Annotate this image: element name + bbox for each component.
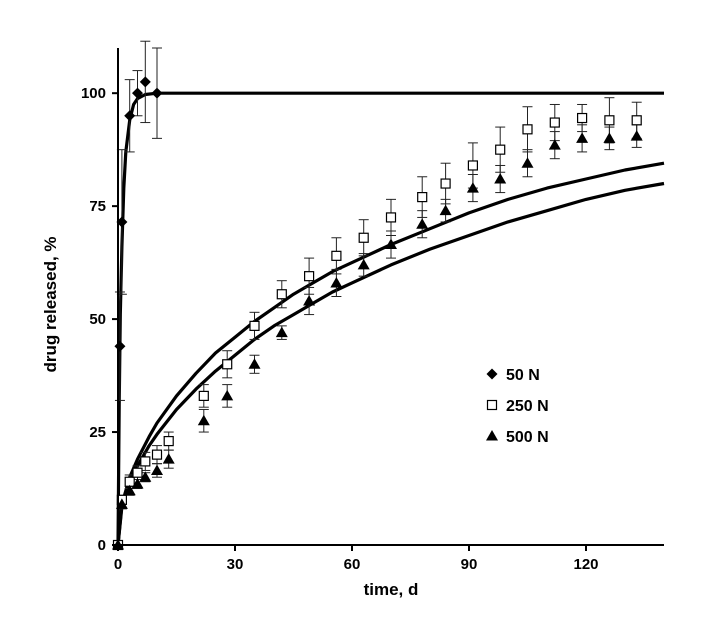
legend-item-50n: 50 N <box>486 367 540 384</box>
point-s2-p23 <box>630 130 643 141</box>
error-bars <box>114 40 642 510</box>
point-s2-p6 <box>162 453 175 464</box>
point-s2-p8 <box>221 389 234 401</box>
x-tick-label-60: 60 <box>344 556 361 573</box>
y-tick-label-50: 50 <box>89 311 106 328</box>
fit-curve-2 <box>116 181 665 546</box>
legend: 50 N 250 N 500 N <box>486 367 549 446</box>
y-tick-label-100: 100 <box>81 85 106 102</box>
y-tick-label-0: 0 <box>98 537 106 554</box>
point-s1-p4 <box>140 456 151 467</box>
point-s1-p23 <box>631 115 642 126</box>
x-tick-label-90: 90 <box>461 556 478 573</box>
point-s2-p18 <box>494 173 507 184</box>
point-s0-p2 <box>116 216 128 228</box>
point-s0-p1 <box>114 340 126 352</box>
point-s1-p3 <box>132 467 143 478</box>
point-s1-p8 <box>222 359 233 370</box>
legend-item-500n: 500 N <box>486 429 549 446</box>
point-s2-p2 <box>123 484 136 496</box>
point-s1-p11 <box>304 271 315 282</box>
point-s1-p21 <box>576 112 588 124</box>
x-axis-title: time, d <box>364 580 419 599</box>
point-s2-p13 <box>357 258 370 270</box>
point-s2-p19 <box>521 157 534 168</box>
point-s0-p3 <box>124 110 136 122</box>
legend-label-50n: 50 N <box>506 367 540 384</box>
point-s2-p7 <box>197 414 210 426</box>
legend-symbol-0 <box>486 368 498 380</box>
legend-marker-square <box>486 399 498 411</box>
data-markers <box>112 76 643 551</box>
point-s1-p10 <box>276 289 287 300</box>
point-s1-p5 <box>151 449 163 460</box>
point-s2-p5 <box>151 464 163 475</box>
x-tick-label-30: 30 <box>227 556 244 573</box>
point-s1-p14 <box>385 212 397 223</box>
point-s2-p15 <box>416 218 429 229</box>
point-s2-p21 <box>576 132 589 143</box>
point-s1-p22 <box>604 115 615 126</box>
x-tick-label-0: 0 <box>114 556 122 573</box>
legend-label-250n: 250 N <box>506 398 549 415</box>
point-s1-p20 <box>549 117 560 128</box>
point-s1-p6 <box>163 435 174 447</box>
point-s2-p20 <box>548 139 561 150</box>
y-tick-label-75: 75 <box>89 198 106 215</box>
point-s2-p17 <box>466 182 479 193</box>
point-s2-p14 <box>385 238 397 250</box>
legend-symbol-1 <box>486 399 498 411</box>
legend-marker-triangle <box>486 430 498 441</box>
point-s2-p22 <box>603 132 616 143</box>
fit-curves <box>116 91 665 546</box>
point-s2-p9 <box>248 358 261 369</box>
point-s1-p7 <box>198 390 209 401</box>
ticks: 0 25 50 75 100 0 30 60 90 120 <box>81 85 599 573</box>
point-s0-p5 <box>139 76 151 88</box>
fit-curve-0 <box>116 91 664 546</box>
x-tick-label-120: 120 <box>573 556 598 573</box>
point-s2-p10 <box>275 326 288 338</box>
axes <box>117 48 664 546</box>
legend-marker-diamond <box>486 368 498 380</box>
legend-item-250n: 250 N <box>486 398 549 415</box>
point-s2-p11 <box>303 295 316 306</box>
y-tick-label-25: 25 <box>89 424 106 441</box>
fit-curve-1 <box>116 161 665 546</box>
point-s1-p16 <box>440 178 451 189</box>
legend-symbol-2 <box>486 430 498 441</box>
point-s1-p13 <box>358 232 369 243</box>
point-s1-p18 <box>495 144 506 155</box>
point-s2-p12 <box>330 276 343 288</box>
point-s1-p9 <box>249 320 260 331</box>
point-s1-p19 <box>522 124 533 135</box>
point-s2-p3 <box>131 478 144 489</box>
legend-label-500n: 500 N <box>506 429 549 446</box>
point-s1-p12 <box>331 250 342 261</box>
point-s2-p16 <box>439 204 452 216</box>
point-s0-p4 <box>132 87 143 99</box>
y-axis-title: drug released, % <box>41 236 60 372</box>
point-s0-p6 <box>151 87 163 99</box>
point-s1-p17 <box>467 160 478 171</box>
point-s1-p15 <box>417 192 428 203</box>
point-s2-p4 <box>139 471 152 482</box>
